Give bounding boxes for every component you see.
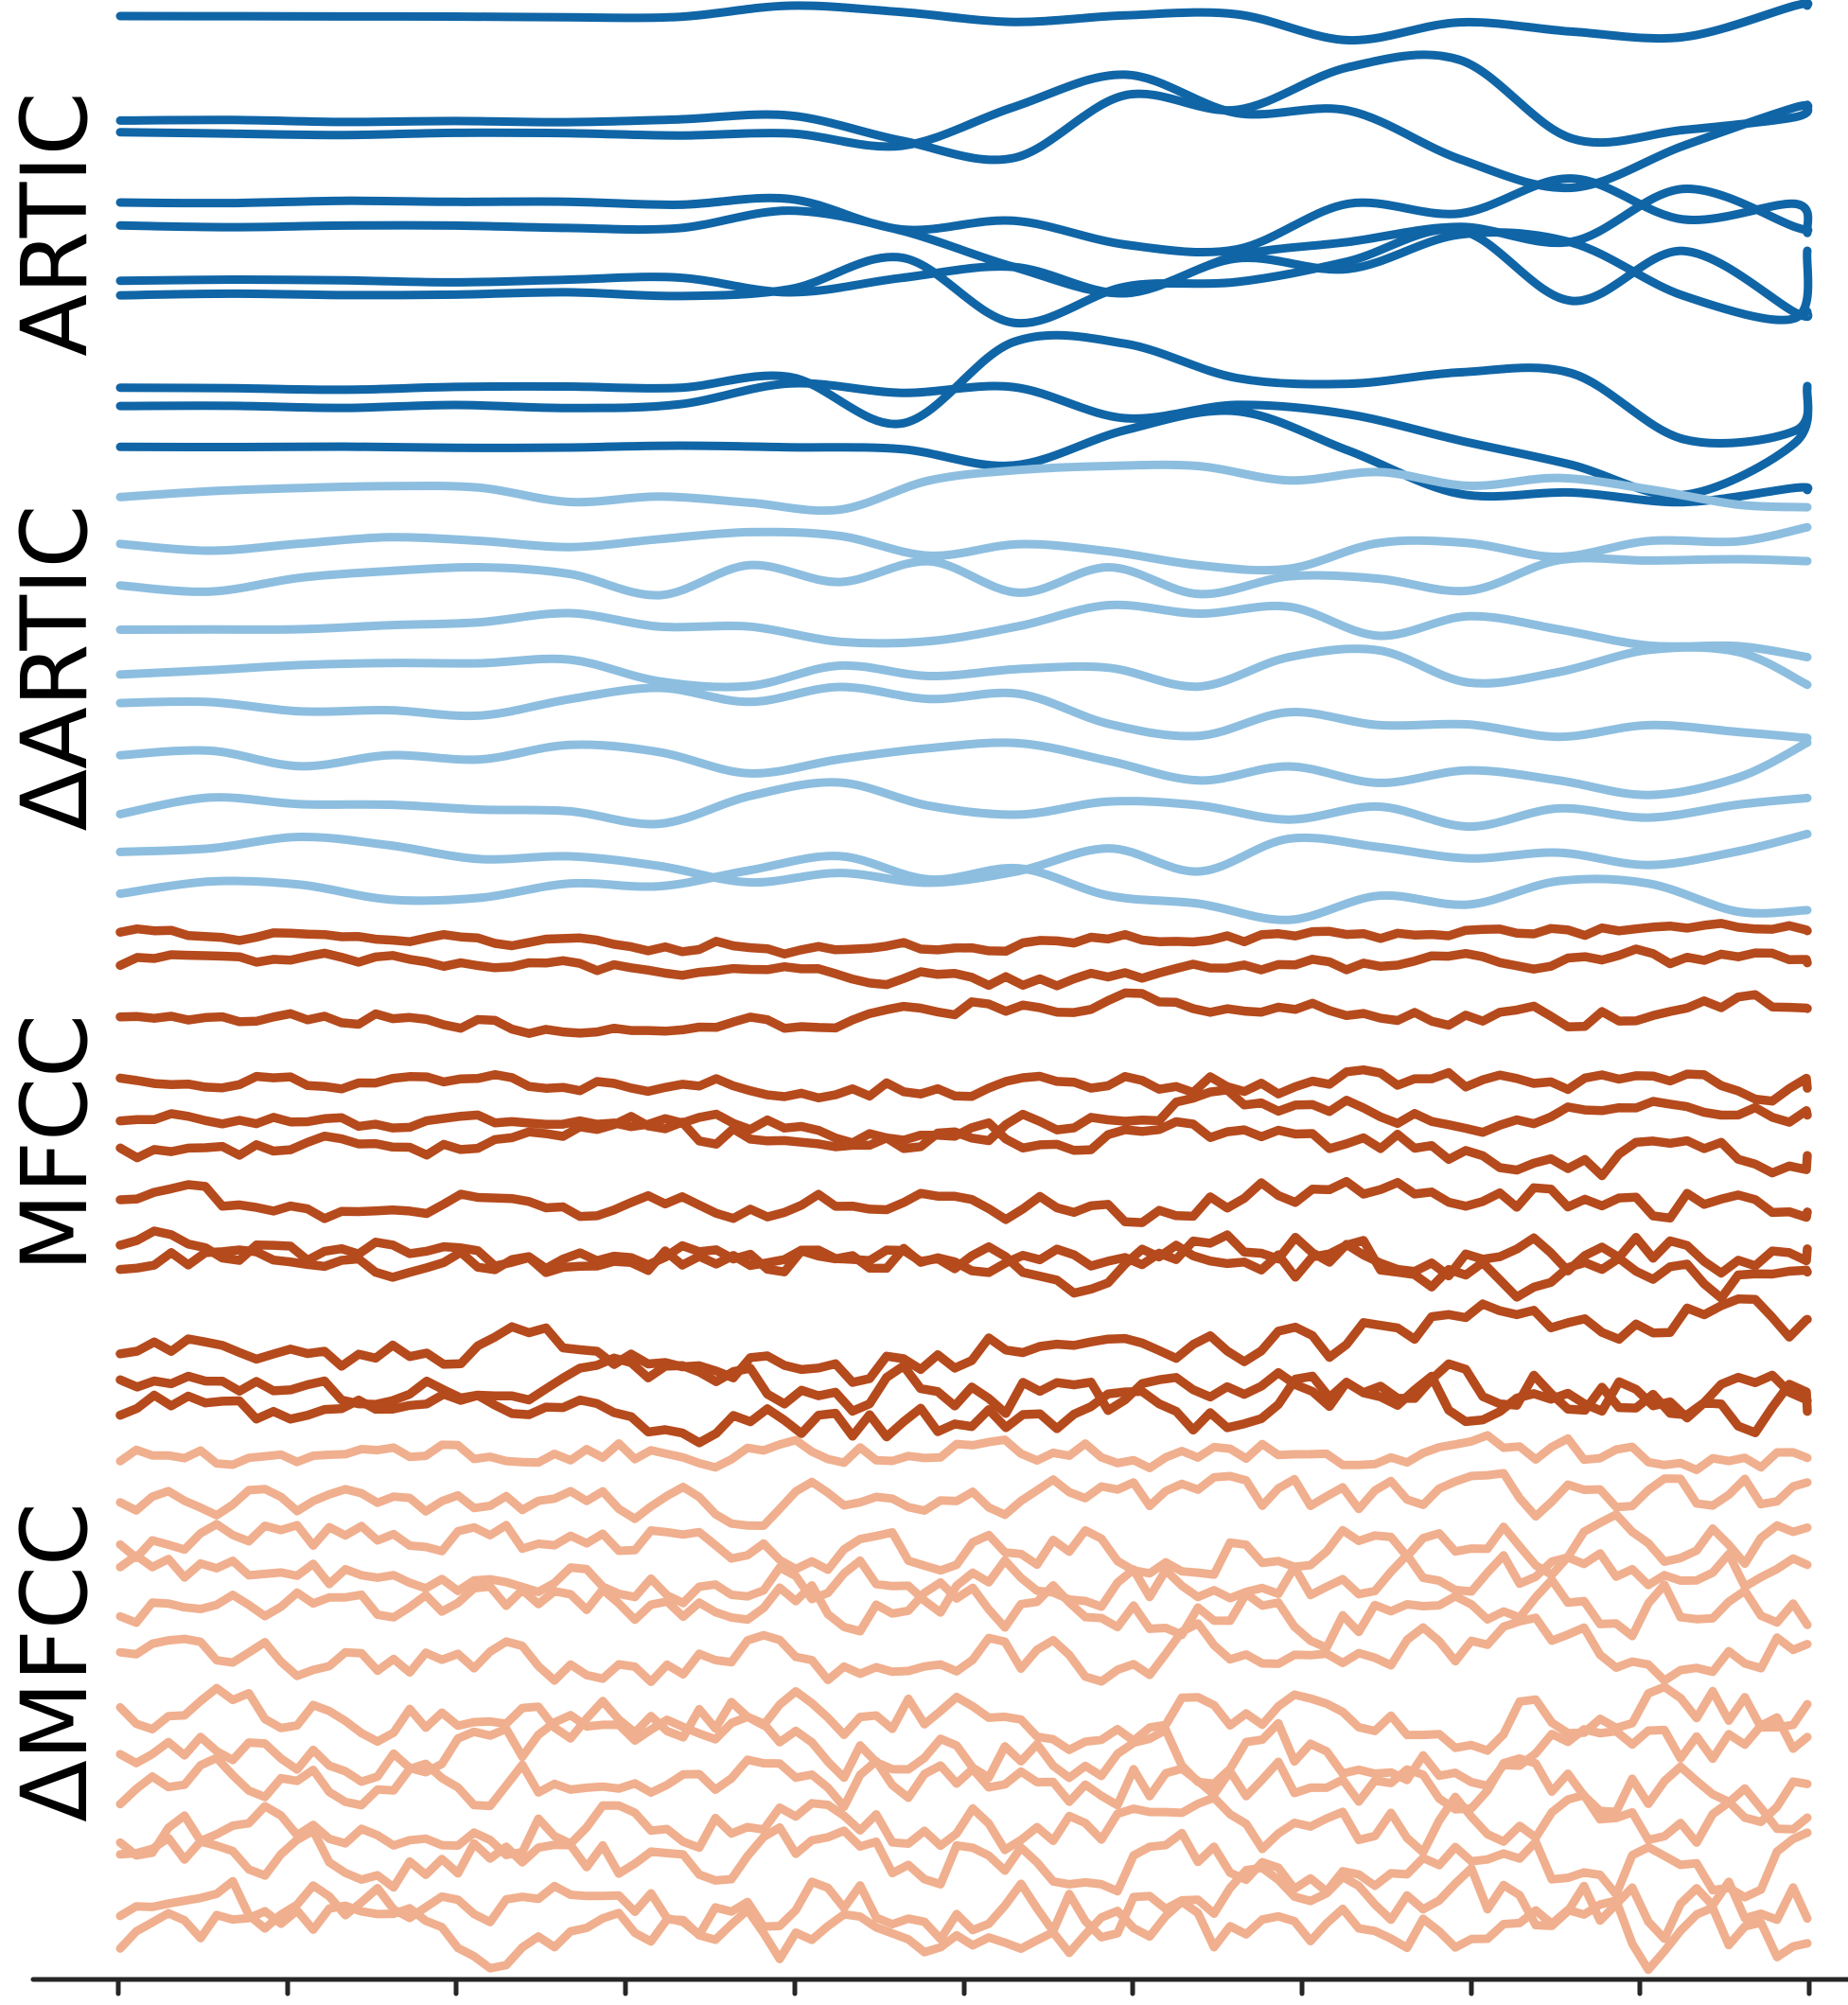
trace-line-artic [115,330,1813,448]
trace-line-mfcc [115,1226,1812,1303]
group-label-artic: ARTIC [2,92,108,357]
trace-line-artic [115,50,1813,165]
trace-line-delta-artic [115,642,1812,692]
trace-line-mfcc [115,919,1812,959]
group-label-delta-mfcc: ΔMFCC [2,1503,108,1822]
trace-line-delta-mfcc [115,1613,1812,1686]
trace-line-delta-mfcc [115,1682,1812,1755]
trace-line-mfcc [115,1371,1812,1448]
group-label-mfcc: MFCC [2,1013,108,1273]
trace-line-delta-mfcc [115,1784,1812,1860]
trace-line-mfcc [115,1085,1812,1153]
trace-line-mfcc [115,1353,1812,1420]
trace-line-delta-mfcc [115,1896,1812,1975]
trace-line-delta-artic [115,554,1812,600]
trace-line-delta-artic [115,522,1812,575]
trace-line-delta-mfcc [115,1549,1812,1617]
trace-line-mfcc [115,1176,1812,1227]
trace-line-artic [115,228,1813,325]
trace-line-delta-artic [115,460,1812,516]
trace-line-artic [115,174,1813,257]
trace-line-mfcc [115,988,1812,1038]
trace-line-delta-mfcc [115,1431,1812,1474]
trace-line-delta-mfcc [115,1753,1812,1826]
trace-line-delta-mfcc [115,1822,1812,1902]
trace-line-delta-mfcc [115,1575,1812,1652]
trace-line-mfcc [115,944,1812,991]
trace-line-delta-mfcc [115,1510,1812,1579]
trace-line-mfcc [115,1112,1812,1181]
trace-line-delta-artic [115,829,1812,888]
trace-line-delta-artic [115,738,1812,800]
trace-line-artic [115,70,1813,193]
trace-line-mfcc [115,1064,1812,1106]
trace-line-artic [115,224,1813,328]
trace-line-delta-artic [115,778,1812,832]
trace-line-delta-artic [115,852,1812,924]
trace-line-delta-artic [115,682,1812,743]
trace-line-delta-mfcc [115,1469,1812,1530]
trace-line-mfcc [115,1294,1812,1387]
group-label-delta-artic: ΔARTIC [2,504,108,832]
trace-line-artic [115,406,1813,507]
trace-line-delta-artic [115,600,1812,661]
trace-line-mfcc [115,1230,1812,1282]
trace-line-artic [115,0,1813,45]
trace-line-artic [115,378,1813,500]
